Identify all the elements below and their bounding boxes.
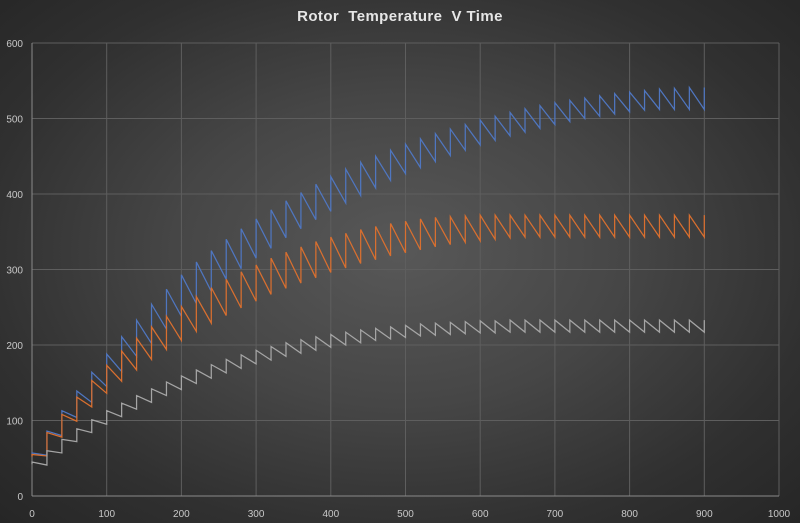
x-tick-label: 400 — [322, 509, 339, 520]
y-tick-label: 600 — [6, 39, 23, 50]
x-tick-label: 500 — [397, 509, 414, 520]
x-tick-label: 700 — [547, 509, 564, 520]
y-tick-label: 400 — [6, 190, 23, 201]
x-tick-label: 200 — [173, 509, 190, 520]
chart-title: Rotor Temperature V Time — [297, 8, 503, 25]
y-tick-label: 100 — [6, 417, 23, 428]
tick-labels: 0 100 200 300 400 500 600 700 800 900 1000 0 100 200 3… — [6, 39, 790, 520]
y-tick-label: 200 — [6, 341, 23, 352]
x-tick-label: 100 — [98, 509, 115, 520]
grid-lines — [32, 42, 780, 496]
y-tick-label: 500 — [6, 115, 23, 126]
series-line-3 — [31, 318, 705, 466]
axes — [31, 43, 779, 497]
x-tick-label: 1000 — [768, 509, 791, 520]
y-tick-label: 300 — [6, 266, 23, 277]
series-lines — [31, 85, 705, 466]
series-line-2 — [31, 212, 705, 457]
x-tick-label: 900 — [696, 509, 713, 520]
y-tick-label: 0 — [17, 492, 23, 503]
x-tick-label: 600 — [472, 509, 489, 520]
series-line-1 — [31, 85, 705, 456]
x-tick-label: 300 — [248, 509, 265, 520]
x-tick-label: 0 — [29, 509, 35, 520]
x-tick-label: 800 — [621, 509, 638, 520]
